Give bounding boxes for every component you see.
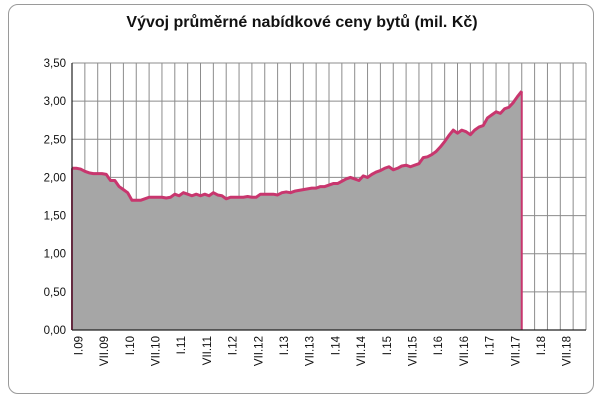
x-tick-label: I.18 bbox=[536, 336, 548, 355]
x-tick-label: I.14 bbox=[330, 335, 342, 355]
x-tick-label: VII.13 bbox=[305, 336, 317, 366]
x-tick-label: VII.17 bbox=[510, 336, 522, 366]
x-tick-label: I.11 bbox=[176, 336, 188, 354]
x-tick-label: VII.16 bbox=[459, 336, 471, 366]
label-layer: 0,00 0,50 1,00 1,50 2,00 2,50 3,00 3,50 I.09 VII.… bbox=[44, 58, 574, 366]
x-tick-label: I.16 bbox=[433, 336, 445, 355]
axis-layer bbox=[71, 63, 586, 331]
y-tick-label: 1,50 bbox=[44, 211, 66, 223]
x-tick-label: I.09 bbox=[73, 336, 85, 355]
x-tick-label: I.15 bbox=[382, 336, 394, 355]
x-tick-label: VII.14 bbox=[356, 335, 368, 366]
x-tick-label: I.17 bbox=[485, 336, 497, 355]
x-tick-label: VII.09 bbox=[99, 336, 111, 366]
x-tick-label: VII.18 bbox=[562, 336, 574, 366]
x-tick-label: I.10 bbox=[125, 336, 137, 355]
x-tick-label: VII.15 bbox=[408, 336, 420, 366]
area-fill bbox=[72, 91, 522, 330]
y-tick-label: 0,50 bbox=[44, 287, 66, 299]
x-tick-label: I.13 bbox=[279, 336, 291, 355]
x-tick-label: VII.12 bbox=[253, 336, 265, 366]
x-tick-label: I.12 bbox=[228, 336, 240, 355]
y-tick-label: 2,50 bbox=[44, 134, 66, 146]
x-tick-label: VII.11 bbox=[202, 336, 214, 365]
y-tick-label: 1,00 bbox=[44, 249, 66, 261]
chart-title: Vývoj průměrné nabídkové ceny bytů (mil.… bbox=[126, 14, 478, 31]
y-tick-label: 3,50 bbox=[44, 58, 66, 70]
series-line bbox=[72, 90, 523, 202]
x-tick-label: VII.10 bbox=[151, 336, 163, 366]
y-tick-label: 3,00 bbox=[44, 96, 66, 108]
y-tick-label: 2,00 bbox=[44, 172, 66, 184]
y-tick-label: 0,00 bbox=[44, 325, 66, 337]
